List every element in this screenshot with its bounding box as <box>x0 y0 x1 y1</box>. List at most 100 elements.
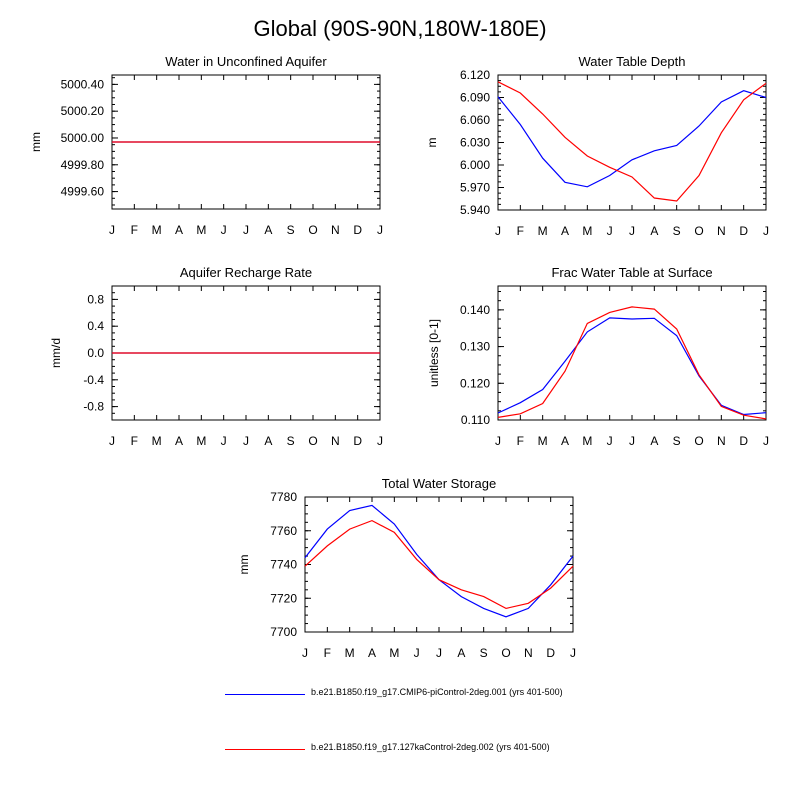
x-tick-label: D <box>739 434 748 448</box>
x-tick-label: O <box>694 224 703 238</box>
page-title: Global (90S-90N,180W-180E) <box>253 16 547 41</box>
series-line-1 <box>497 317 767 416</box>
x-tick-label: A <box>264 434 272 448</box>
x-tick-label: N <box>717 224 726 238</box>
x-tick-label: J <box>436 646 442 660</box>
legend-label-2: b.e21.B1850.f19_g17.127kaControl-2deg.00… <box>311 742 550 752</box>
x-tick-label: A <box>561 434 569 448</box>
x-tick-label: N <box>524 646 533 660</box>
y-tick-label: 6.030 <box>460 136 490 150</box>
x-tick-label: M <box>196 223 206 237</box>
y-tick-label: 6.060 <box>460 113 490 127</box>
x-tick-label: S <box>480 646 488 660</box>
y-axis-label: unitless [0-1] <box>427 319 441 387</box>
x-tick-label: S <box>673 434 681 448</box>
y-tick-label: 0.8 <box>87 292 104 306</box>
x-tick-label: J <box>377 223 383 237</box>
x-tick-label: M <box>345 646 355 660</box>
x-tick-label: J <box>629 224 635 238</box>
x-tick-label: J <box>221 223 227 237</box>
y-tick-label: 5000.40 <box>61 77 105 91</box>
y-tick-label: 7720 <box>270 591 297 605</box>
x-tick-label: D <box>739 224 748 238</box>
x-tick-label: A <box>457 646 465 660</box>
panel-title: Frac Water Table at Surface <box>551 265 712 280</box>
x-tick-label: J <box>243 434 249 448</box>
series-line-2 <box>497 306 767 420</box>
x-tick-label: D <box>546 646 555 660</box>
x-tick-label: A <box>561 224 569 238</box>
x-tick-label: M <box>538 434 548 448</box>
y-tick-label: 7700 <box>270 625 297 639</box>
x-tick-label: M <box>152 434 162 448</box>
x-tick-label: J <box>763 224 769 238</box>
x-tick-label: J <box>495 434 501 448</box>
panel-title: Water in Unconfined Aquifer <box>165 54 327 69</box>
y-axis-label: mm <box>29 132 43 152</box>
x-tick-label: J <box>607 224 613 238</box>
x-tick-label: J <box>377 434 383 448</box>
y-axis-label: m <box>425 138 439 148</box>
legend-entry-2: b.e21.B1850.f19_g17.127kaControl-2deg.00… <box>225 742 785 758</box>
x-tick-label: F <box>324 646 331 660</box>
x-tick-label: J <box>109 223 115 237</box>
x-tick-label: S <box>673 224 681 238</box>
y-tick-label: 0.110 <box>461 413 490 427</box>
y-tick-label: 7740 <box>270 558 297 572</box>
series-line-2 <box>304 519 574 610</box>
x-tick-label: F <box>517 434 524 448</box>
y-tick-label: 4999.80 <box>61 158 105 172</box>
y-tick-label: 0.130 <box>460 340 490 354</box>
x-tick-label: M <box>582 224 592 238</box>
x-tick-label: F <box>131 223 138 237</box>
y-tick-label: 6.000 <box>460 158 490 172</box>
y-tick-label: 5000.00 <box>61 131 105 145</box>
y-tick-label: 4999.60 <box>61 185 105 199</box>
y-tick-label: -0.8 <box>83 400 104 414</box>
x-tick-label: M <box>152 223 162 237</box>
panel-title: Total Water Storage <box>382 476 496 491</box>
x-tick-label: A <box>175 434 183 448</box>
x-tick-label: N <box>331 434 340 448</box>
legend-entry-1: b.e21.B1850.f19_g17.CMIP6-piControl-2deg… <box>225 687 785 703</box>
y-tick-label: 5.970 <box>460 181 490 195</box>
x-tick-label: D <box>353 434 362 448</box>
x-tick-label: A <box>264 223 272 237</box>
x-tick-label: J <box>763 434 769 448</box>
x-tick-label: J <box>302 646 308 660</box>
legend-label-1: b.e21.B1850.f19_g17.CMIP6-piControl-2deg… <box>311 687 563 697</box>
x-tick-label: J <box>607 434 613 448</box>
x-tick-label: J <box>221 434 227 448</box>
panel-title: Water Table Depth <box>579 54 686 69</box>
y-tick-label: 0.120 <box>460 376 490 390</box>
y-axis-label: mm/d <box>49 338 63 368</box>
x-tick-label: A <box>650 224 658 238</box>
x-tick-label: J <box>109 434 115 448</box>
series-line-1 <box>497 90 767 188</box>
legend-line-2 <box>225 749 305 750</box>
x-tick-label: M <box>196 434 206 448</box>
y-axis-label: mm <box>237 555 251 575</box>
x-tick-label: S <box>287 434 295 448</box>
x-tick-label: O <box>694 434 703 448</box>
y-tick-label: 6.090 <box>460 91 490 105</box>
x-tick-label: S <box>287 223 295 237</box>
x-tick-label: M <box>389 646 399 660</box>
x-tick-label: A <box>368 646 376 660</box>
series-line-2 <box>497 81 767 202</box>
y-tick-label: 6.120 <box>460 68 490 82</box>
y-tick-label: -0.4 <box>83 373 104 387</box>
x-tick-label: J <box>629 434 635 448</box>
x-tick-label: N <box>331 223 340 237</box>
x-tick-label: M <box>538 224 548 238</box>
x-tick-label: D <box>353 223 362 237</box>
y-tick-label: 0.4 <box>87 319 104 333</box>
x-tick-label: O <box>308 434 317 448</box>
x-tick-label: A <box>175 223 183 237</box>
x-tick-label: N <box>717 434 726 448</box>
